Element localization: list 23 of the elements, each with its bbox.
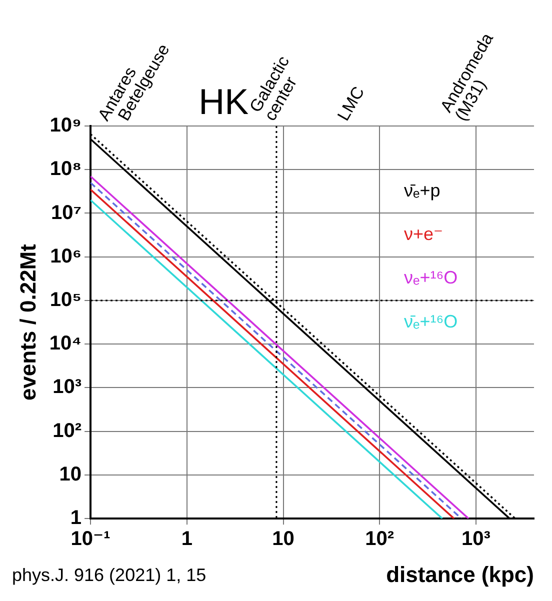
x-tick-label: 10⁻¹ — [70, 528, 111, 550]
y-tick-label: 10² — [52, 420, 82, 442]
y-tick-label: 10⁶ — [50, 245, 82, 268]
text: ν+e⁻ — [404, 224, 444, 244]
y-tick-label: 1 — [70, 507, 82, 530]
y-tick-label: 10⁷ — [51, 202, 82, 224]
y-tick-label: 10⁸ — [50, 158, 82, 180]
x-tick-label: 10³ — [462, 528, 491, 550]
text: ν̄ₑ+¹⁶O — [404, 311, 458, 332]
y-tick-label: 10³ — [52, 376, 82, 398]
x-tick-label: 10 — [272, 528, 294, 550]
y-axis-title: events / 0.22Mt — [15, 243, 40, 401]
chart-title: HK — [198, 80, 249, 122]
text: phys.J. 916 (2021) 1, 15 — [12, 565, 206, 585]
x-tick-label: 1 — [181, 528, 192, 550]
y-tick-label: 10⁹ — [50, 114, 82, 137]
x-tick-label: 10² — [365, 528, 394, 550]
text: νₑ+¹⁶O — [404, 268, 458, 288]
y-tick-label: 10⁴ — [49, 332, 82, 355]
y-tick-label: 10 — [59, 463, 82, 486]
x-axis-title: distance (kpc) — [386, 562, 534, 587]
y-tick-label: 10⁵ — [50, 289, 82, 312]
text: ν̄ₑ+p — [404, 180, 440, 200]
